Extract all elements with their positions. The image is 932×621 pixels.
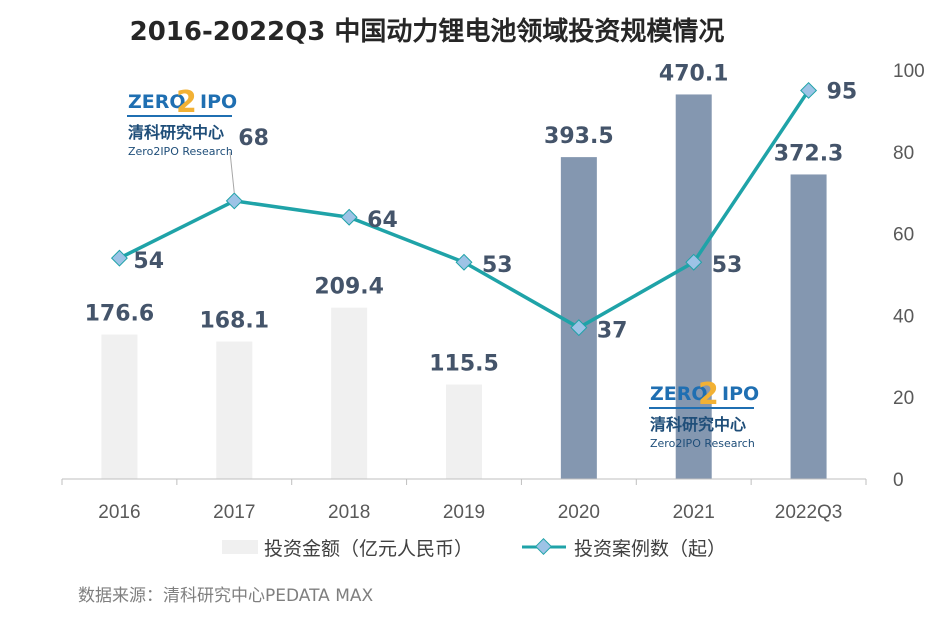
line-value-label-2018: 64: [367, 208, 398, 233]
bar-value-label-2017: 168.1: [199, 308, 269, 333]
bar-2019: [446, 384, 482, 479]
legend-line-label: 投资案例数（起）: [574, 538, 726, 560]
bar-value-label-2019: 115.5: [429, 352, 499, 377]
legend-bar-swatch: [222, 540, 258, 554]
bar-series: [101, 94, 827, 480]
legend-bar-label: 投资金额（亿元人民币）: [264, 538, 473, 560]
bar-value-label-2018: 209.4: [314, 275, 384, 300]
legend: 投资金额（亿元人民币） 投资案例数（起）: [222, 538, 726, 560]
x-tick-label-2018: 2018: [328, 502, 370, 523]
line-value-label-2016: 54: [133, 249, 164, 274]
y-tick-label-100: 100: [893, 61, 925, 82]
x-tick-label-2017: 2017: [213, 502, 255, 523]
logo-en-text: Zero2IPO Research: [650, 437, 755, 450]
line-series: [110, 81, 818, 337]
bar-value-label-2022Q3: 372.3: [774, 141, 844, 166]
x-tick-label-2021: 2021: [673, 502, 715, 523]
bar-2018: [331, 307, 368, 479]
y-tick-label-60: 60: [893, 225, 914, 246]
x-axis-ticks: 2016 2017 2018 2019 2020 2021 2022Q3: [61, 479, 867, 523]
x-tick-label-2016: 2016: [98, 502, 140, 523]
line-point-2020: [570, 319, 588, 337]
line-point-2017: [225, 192, 243, 210]
logo-zero-text: ZERO: [650, 383, 708, 405]
bar-2017: [216, 341, 253, 479]
line-point-2018: [340, 208, 358, 226]
bar-value-label-2021: 470.1: [659, 61, 729, 86]
bar-2021: [675, 94, 712, 480]
label-leader-line: [229, 151, 235, 193]
line-point-2022Q3: [800, 81, 818, 99]
line-value-label-2021: 53: [712, 253, 743, 278]
x-tick-label-2020: 2020: [558, 502, 600, 523]
line-value-label-2020: 37: [597, 319, 628, 344]
zero2ipo-logo-top: ZERO 2 IPO 清科研究中心 Zero2IPO Research: [127, 85, 237, 158]
x-tick-label-2022Q3: 2022Q3: [775, 502, 843, 523]
right-y-axis-ticks: 0 20 40 60 80 100: [893, 61, 925, 491]
line-point-2021: [685, 253, 703, 271]
bar-2016: [101, 334, 138, 479]
zero2ipo-logo-bottom: ZERO 2 IPO 清科研究中心 Zero2IPO Research: [649, 377, 759, 450]
line-point-2019: [455, 253, 473, 271]
logo-en-text: Zero2IPO Research: [128, 145, 233, 158]
y-tick-label-40: 40: [893, 306, 914, 327]
line-value-label-2019: 53: [482, 253, 513, 278]
logo-ipo-text: IPO: [722, 383, 759, 405]
logo-zero-text: ZERO: [128, 91, 186, 113]
legend-line-marker: [535, 538, 552, 555]
logo-cn-text: 清科研究中心: [650, 415, 746, 434]
line-point-2016: [110, 249, 128, 267]
line-value-labels: 54 68 64 53 37 53 95: [133, 79, 857, 343]
bar-value-label-2016: 176.6: [85, 302, 155, 327]
y-tick-label-80: 80: [893, 143, 914, 164]
logo-two-text: 2: [698, 377, 719, 412]
source-note: 数据来源：清科研究中心PEDATA MAX: [78, 586, 373, 606]
logo-cn-text: 清科研究中心: [128, 123, 224, 142]
bar-value-label-2020: 393.5: [544, 124, 614, 149]
x-tick-label-2019: 2019: [443, 502, 485, 523]
chart-title: 2016-2022Q3 中国动力锂电池领域投资规模情况: [130, 16, 725, 47]
y-tick-label-20: 20: [893, 388, 914, 409]
line-value-label-2017: 68: [238, 126, 269, 151]
logo-two-text: 2: [176, 85, 197, 120]
bar-2022Q3: [790, 174, 827, 479]
bar-value-labels: 176.6 168.1 209.4 115.5 393.5 470.1 372.3: [85, 61, 844, 376]
line-value-label-2022Q3: 95: [827, 79, 858, 104]
y-tick-label-0: 0: [893, 470, 904, 491]
logo-ipo-text: IPO: [200, 91, 237, 113]
bar-2020: [560, 157, 597, 479]
